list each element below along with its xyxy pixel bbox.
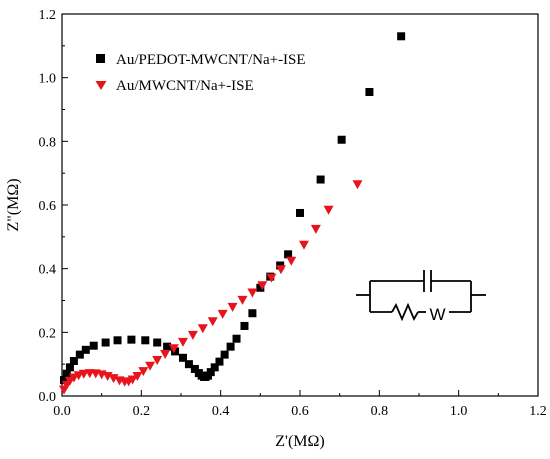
x-tick-label: 1.2	[529, 404, 547, 419]
data-point	[187, 330, 198, 340]
data-point	[316, 175, 325, 184]
data-point	[232, 334, 241, 343]
data-point	[352, 180, 363, 190]
data-point	[240, 321, 249, 330]
data-point	[210, 363, 219, 372]
data-point	[78, 369, 89, 379]
data-point	[337, 135, 346, 144]
data-point	[163, 342, 172, 351]
data-point	[226, 342, 235, 351]
data-point	[323, 205, 334, 215]
warburg-label: W	[429, 305, 445, 324]
data-point	[397, 32, 406, 41]
data-point	[75, 350, 84, 359]
x-tick-label: 0.2	[133, 404, 151, 419]
x-tick-label: 0.8	[371, 404, 389, 419]
data-point	[247, 288, 258, 298]
resistor-zigzag	[391, 302, 419, 322]
data-point	[296, 208, 304, 217]
equivalent-circuit-icon	[356, 270, 486, 322]
x-tick-label: 0.0	[53, 404, 71, 419]
data-point	[138, 367, 149, 377]
data-point	[310, 224, 321, 234]
y-tick-label: 1.0	[39, 72, 57, 87]
data-point	[190, 364, 199, 373]
series-2	[58, 180, 363, 395]
data-point	[62, 369, 71, 378]
data-point	[248, 309, 257, 318]
data-point	[69, 356, 78, 365]
data-point	[168, 344, 179, 354]
data-point	[145, 361, 156, 371]
data-point	[257, 281, 268, 291]
data-series	[58, 32, 406, 395]
data-point	[275, 265, 286, 275]
data-point	[152, 356, 163, 366]
y-tick-label: 0.2	[39, 326, 57, 341]
data-point	[178, 353, 187, 362]
y-tick-label: 0.6	[39, 199, 57, 214]
data-point	[153, 338, 162, 347]
data-point	[127, 335, 136, 344]
y-tick-label: 1.2	[39, 8, 57, 23]
data-point	[113, 336, 122, 345]
legend-marker-series-1	[96, 54, 105, 63]
data-point	[256, 283, 265, 292]
data-point	[160, 349, 171, 359]
y-tick-label: 0.0	[39, 390, 57, 405]
data-point	[81, 345, 90, 354]
data-point	[141, 336, 150, 345]
data-point	[59, 376, 68, 385]
legend: Au/PEDOT-MWCNT/Na+-ISE Au/MWCNT/Na+-ISE	[95, 52, 306, 94]
data-point	[217, 309, 228, 319]
data-point	[127, 375, 138, 385]
legend-label-series-2: Au/MWCNT/Na+-ISE	[116, 78, 254, 94]
x-tick-label: 0.6	[291, 404, 309, 419]
data-point	[207, 317, 218, 327]
x-tick-label: 1.0	[450, 404, 468, 419]
x-axis-title: Z'(MΩ)	[275, 433, 324, 450]
x-tick-label: 0.4	[212, 404, 230, 419]
data-point	[89, 341, 98, 350]
data-point	[171, 347, 180, 356]
data-point	[227, 302, 238, 312]
data-point	[298, 240, 309, 250]
y-axis-ticks: 0.0 0.2 0.4 0.6 0.8 1.0 1.2	[39, 8, 68, 405]
y-tick-label: 0.4	[39, 263, 57, 278]
y-axis-title: Z"(MΩ)	[5, 178, 22, 231]
data-point	[286, 256, 297, 266]
data-point	[184, 360, 193, 369]
legend-label-series-1: Au/PEDOT-MWCNT/Na+-ISE	[116, 52, 306, 68]
data-point	[177, 337, 188, 347]
data-point	[266, 273, 277, 283]
legend-marker-series-2	[95, 81, 107, 90]
data-point	[220, 350, 229, 359]
data-point	[132, 371, 143, 381]
y-tick-label: 0.8	[39, 135, 57, 150]
data-point	[237, 295, 248, 305]
data-point	[65, 363, 74, 372]
data-point	[197, 324, 208, 334]
data-point	[215, 357, 224, 366]
data-point	[101, 338, 110, 347]
data-point	[365, 87, 374, 96]
x-axis-ticks: 0.0 0.2 0.4 0.6 0.8 1.0 1.2	[53, 390, 547, 419]
data-point	[284, 250, 293, 259]
data-point	[206, 368, 215, 377]
